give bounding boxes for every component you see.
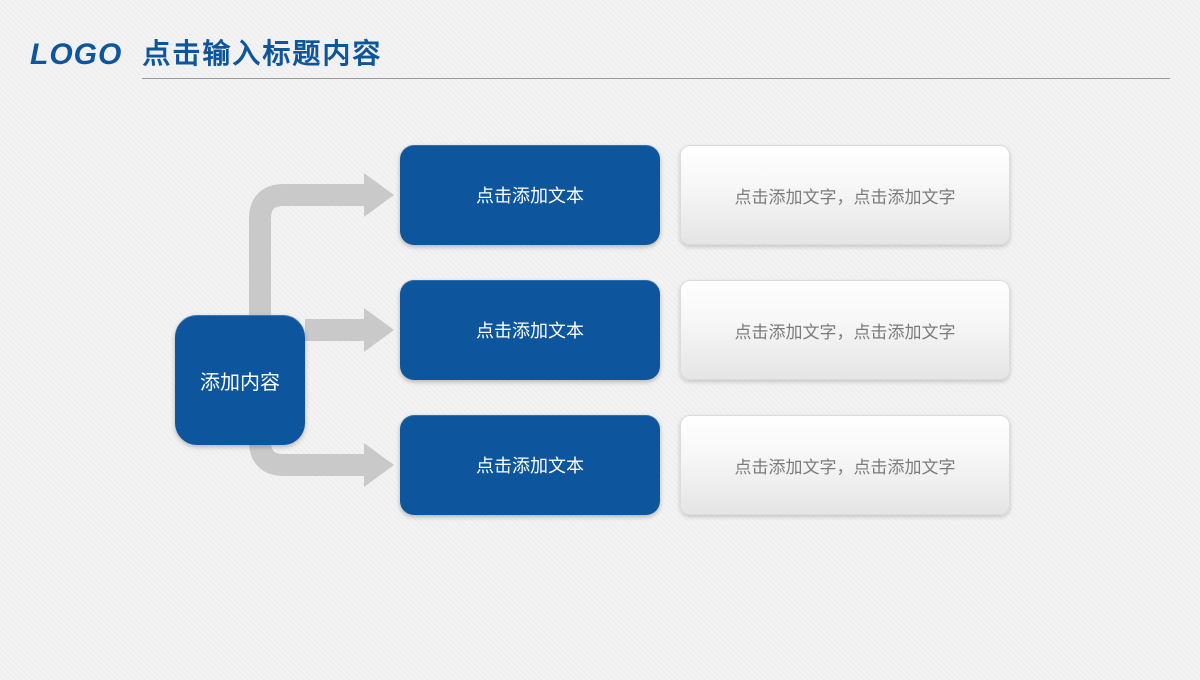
- branch-node-2: 点击添加文本: [400, 280, 660, 380]
- branch-node-2-label: 点击添加文本: [476, 317, 584, 343]
- source-node-label: 添加内容: [200, 366, 280, 395]
- detail-node-2-label: 点击添加文字，点击添加文字: [735, 318, 956, 343]
- detail-node-3: 点击添加文字，点击添加文字: [680, 415, 1010, 515]
- branch-node-3-label: 点击添加文本: [476, 452, 584, 478]
- detail-node-1: 点击添加文字，点击添加文字: [680, 145, 1010, 245]
- branch-node-1-label: 点击添加文本: [476, 182, 584, 208]
- source-node: 添加内容: [175, 315, 305, 445]
- diagram-stage: 添加内容 点击添加文本 点击添加文字，点击添加文字 点击添加文本 点击添加文字，…: [0, 0, 1200, 680]
- branch-node-3: 点击添加文本: [400, 415, 660, 515]
- detail-node-3-label: 点击添加文字，点击添加文字: [735, 453, 956, 478]
- detail-node-1-label: 点击添加文字，点击添加文字: [735, 183, 956, 208]
- detail-node-2: 点击添加文字，点击添加文字: [680, 280, 1010, 380]
- branch-node-1: 点击添加文本: [400, 145, 660, 245]
